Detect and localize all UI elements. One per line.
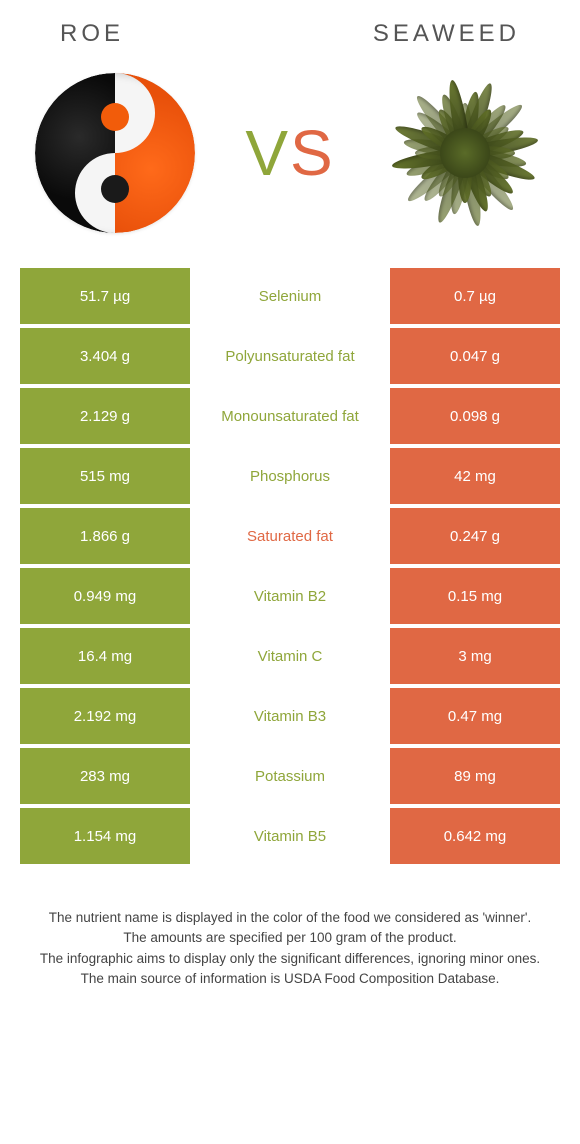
nutrient-row: 2.129 gMonounsaturated fat0.098 g bbox=[20, 388, 560, 444]
nutrient-row: 1.866 gSaturated fat0.247 g bbox=[20, 508, 560, 564]
nutrient-row: 515 mgPhosphorus42 mg bbox=[20, 448, 560, 504]
vs-v: V bbox=[245, 117, 290, 189]
nutrient-left-value: 283 mg bbox=[20, 748, 190, 804]
right-food-title: Seaweed bbox=[373, 20, 520, 48]
nutrient-right-value: 0.047 g bbox=[390, 328, 560, 384]
left-food-title: Roe bbox=[60, 20, 124, 48]
nutrient-right-value: 3 mg bbox=[390, 628, 560, 684]
images-row: VS bbox=[0, 58, 580, 268]
footnote-line: The main source of information is USDA F… bbox=[30, 969, 550, 989]
nutrient-label: Vitamin C bbox=[190, 628, 390, 684]
nutrient-right-value: 0.098 g bbox=[390, 388, 560, 444]
roe-image bbox=[30, 68, 200, 238]
nutrient-left-value: 16.4 mg bbox=[20, 628, 190, 684]
nutrient-label: Polyunsaturated fat bbox=[190, 328, 390, 384]
nutrient-left-value: 0.949 mg bbox=[20, 568, 190, 624]
nutrient-label: Vitamin B3 bbox=[190, 688, 390, 744]
nutrient-row: 283 mgPotassium89 mg bbox=[20, 748, 560, 804]
nutrient-left-value: 2.192 mg bbox=[20, 688, 190, 744]
footnotes: The nutrient name is displayed in the co… bbox=[0, 868, 580, 1009]
nutrient-right-value: 42 mg bbox=[390, 448, 560, 504]
footnote-line: The nutrient name is displayed in the co… bbox=[30, 908, 550, 928]
seaweed-image bbox=[380, 68, 550, 238]
footnote-line: The infographic aims to display only the… bbox=[30, 949, 550, 969]
nutrient-right-value: 0.7 µg bbox=[390, 268, 560, 324]
nutrient-left-value: 3.404 g bbox=[20, 328, 190, 384]
nutrient-left-value: 1.154 mg bbox=[20, 808, 190, 864]
header-row: Roe Seaweed bbox=[0, 0, 580, 58]
nutrient-right-value: 89 mg bbox=[390, 748, 560, 804]
footnote-line: The amounts are specified per 100 gram o… bbox=[30, 928, 550, 948]
nutrient-left-value: 2.129 g bbox=[20, 388, 190, 444]
nutrient-label: Vitamin B5 bbox=[190, 808, 390, 864]
nutrient-label: Saturated fat bbox=[190, 508, 390, 564]
nutrient-row: 0.949 mgVitamin B20.15 mg bbox=[20, 568, 560, 624]
vs-label: VS bbox=[245, 116, 334, 190]
nutrient-label: Selenium bbox=[190, 268, 390, 324]
vs-s: S bbox=[290, 117, 335, 189]
nutrient-table: 51.7 µgSelenium0.7 µg3.404 gPolyunsatura… bbox=[0, 268, 580, 864]
nutrient-right-value: 0.247 g bbox=[390, 508, 560, 564]
nutrient-row: 1.154 mgVitamin B50.642 mg bbox=[20, 808, 560, 864]
nutrient-row: 2.192 mgVitamin B30.47 mg bbox=[20, 688, 560, 744]
nutrient-label: Potassium bbox=[190, 748, 390, 804]
nutrient-label: Vitamin B2 bbox=[190, 568, 390, 624]
nutrient-left-value: 1.866 g bbox=[20, 508, 190, 564]
nutrient-right-value: 0.15 mg bbox=[390, 568, 560, 624]
nutrient-row: 51.7 µgSelenium0.7 µg bbox=[20, 268, 560, 324]
nutrient-left-value: 515 mg bbox=[20, 448, 190, 504]
nutrient-right-value: 0.47 mg bbox=[390, 688, 560, 744]
nutrient-row: 3.404 gPolyunsaturated fat0.047 g bbox=[20, 328, 560, 384]
nutrient-label: Phosphorus bbox=[190, 448, 390, 504]
nutrient-left-value: 51.7 µg bbox=[20, 268, 190, 324]
nutrient-label: Monounsaturated fat bbox=[190, 388, 390, 444]
nutrient-right-value: 0.642 mg bbox=[390, 808, 560, 864]
nutrient-row: 16.4 mgVitamin C3 mg bbox=[20, 628, 560, 684]
